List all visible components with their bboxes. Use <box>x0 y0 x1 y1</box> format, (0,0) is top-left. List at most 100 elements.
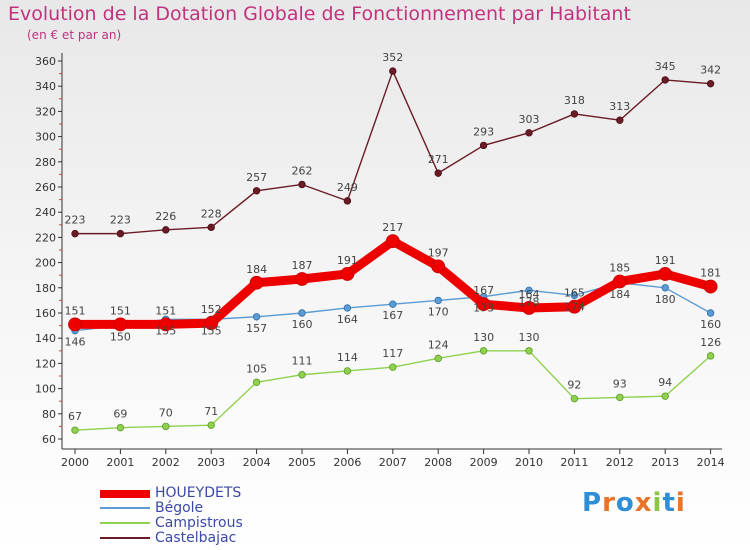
data-label-castelbajac: 352 <box>382 51 403 64</box>
y-tick-label: 120 <box>35 357 56 370</box>
data-label-castelbajac: 303 <box>519 113 540 126</box>
data-point-b-gole <box>343 304 352 312</box>
data-point-castelbajac <box>71 229 79 238</box>
x-tick-label: 2011 <box>560 456 588 469</box>
data-label-b-gole: 173 <box>473 302 494 315</box>
data-label-b-gole: 160 <box>700 318 721 331</box>
y-tick-label: 200 <box>35 257 56 270</box>
legend-label-houeydets: HOUEYDETS <box>155 485 242 501</box>
data-label-castelbajac: 293 <box>473 125 494 138</box>
y-tick-label: 260 <box>35 181 56 194</box>
legend-swatch-houeydets <box>100 490 150 498</box>
x-tick-label: 2000 <box>61 456 89 469</box>
data-label-campistrous: 124 <box>428 338 449 351</box>
data-label-b-gole: 180 <box>655 293 676 306</box>
data-label-houeydets: 151 <box>155 304 176 317</box>
data-point-b-gole <box>434 296 442 305</box>
data-label-castelbajac: 342 <box>700 64 721 77</box>
brand-letter: i <box>652 488 663 518</box>
data-point-houeydets <box>476 297 491 312</box>
brand-letter: x <box>634 488 653 518</box>
data-point-campistrous <box>389 363 397 371</box>
data-label-houeydets: 165 <box>564 287 585 300</box>
data-label-campistrous: 111 <box>292 355 313 368</box>
data-label-castelbajac: 228 <box>201 207 222 220</box>
data-label-houeydets: 191 <box>655 254 676 267</box>
data-point-castelbajac <box>116 229 125 238</box>
y-tick-label: 80 <box>42 408 56 421</box>
data-point-houeydets <box>249 275 264 290</box>
data-label-castelbajac: 226 <box>155 210 176 223</box>
data-point-campistrous <box>252 378 261 386</box>
data-label-b-gole: 184 <box>609 288 630 301</box>
data-label-castelbajac: 223 <box>65 214 86 227</box>
y-tick-label: 360 <box>35 55 56 68</box>
data-point-houeydets <box>431 259 446 274</box>
data-point-castelbajac <box>706 79 715 88</box>
data-point-b-gole <box>252 313 261 321</box>
data-point-houeydets <box>158 317 173 332</box>
data-label-houeydets: 191 <box>337 254 358 267</box>
data-point-houeydets <box>567 299 582 314</box>
data-point-castelbajac <box>343 197 352 205</box>
data-label-castelbajac: 257 <box>246 171 267 184</box>
data-label-campistrous: 126 <box>700 336 721 349</box>
data-label-b-gole: 174 <box>564 300 585 313</box>
data-label-castelbajac: 249 <box>337 181 358 194</box>
chart-title: Evolution de la Dotation Globale de Fonc… <box>8 3 631 25</box>
data-point-b-gole <box>706 309 715 317</box>
data-label-houeydets: 164 <box>519 288 540 301</box>
y-tick-label: 240 <box>35 206 56 219</box>
data-label-b-gole: 150 <box>110 331 131 344</box>
y-tick-label: 180 <box>35 282 56 295</box>
data-label-b-gole: 155 <box>201 324 222 337</box>
legend-label-campistrous: Campistrous <box>155 515 243 531</box>
data-label-campistrous: 105 <box>246 362 267 375</box>
data-label-b-gole: 155 <box>155 324 176 337</box>
y-tick-label: 220 <box>35 231 56 244</box>
x-tick-label: 2012 <box>606 456 634 469</box>
brand-letter: o <box>615 488 635 518</box>
data-point-castelbajac <box>570 110 579 118</box>
data-label-houeydets: 152 <box>201 303 222 316</box>
x-tick-label: 2013 <box>651 456 679 469</box>
x-tick-label: 2001 <box>106 456 134 469</box>
data-point-campistrous <box>71 426 79 434</box>
x-tick-label: 2003 <box>197 456 225 469</box>
data-point-castelbajac <box>252 187 261 195</box>
data-point-castelbajac <box>207 223 215 232</box>
data-label-b-gole: 160 <box>292 318 313 331</box>
data-label-b-gole: 170 <box>428 305 449 318</box>
y-tick-label: 60 <box>42 433 56 446</box>
data-point-houeydets <box>703 279 718 294</box>
data-point-castelbajac <box>162 226 170 234</box>
data-label-castelbajac: 271 <box>428 153 449 166</box>
data-point-campistrous <box>706 352 715 360</box>
data-point-houeydets <box>612 274 627 289</box>
data-label-campistrous: 69 <box>113 408 127 421</box>
data-label-houeydets: 217 <box>382 221 403 234</box>
x-tick-label: 2007 <box>379 456 407 469</box>
data-label-houeydets: 151 <box>65 304 86 317</box>
brand-letter: r <box>602 488 616 518</box>
proxiti-logo: Proxiti <box>582 488 686 518</box>
data-label-campistrous: 130 <box>519 331 540 344</box>
data-point-campistrous <box>525 347 533 355</box>
x-tick-label: 2010 <box>515 456 543 469</box>
legend-swatch-campistrous <box>100 522 150 524</box>
legend-swatch-castelbajac <box>100 537 150 539</box>
data-label-houeydets: 151 <box>110 304 131 317</box>
data-point-houeydets <box>295 272 309 286</box>
data-label-b-gole: 146 <box>65 336 86 349</box>
x-tick-label: 2005 <box>288 456 316 469</box>
data-label-campistrous: 71 <box>204 405 218 418</box>
y-tick-label: 320 <box>35 105 56 118</box>
data-point-campistrous <box>434 354 442 363</box>
data-point-castelbajac <box>661 76 669 84</box>
data-label-houeydets: 167 <box>473 284 494 297</box>
data-label-castelbajac: 262 <box>292 164 313 177</box>
data-point-campistrous <box>570 394 579 403</box>
data-point-houeydets <box>68 317 82 332</box>
data-point-campistrous <box>207 421 215 429</box>
